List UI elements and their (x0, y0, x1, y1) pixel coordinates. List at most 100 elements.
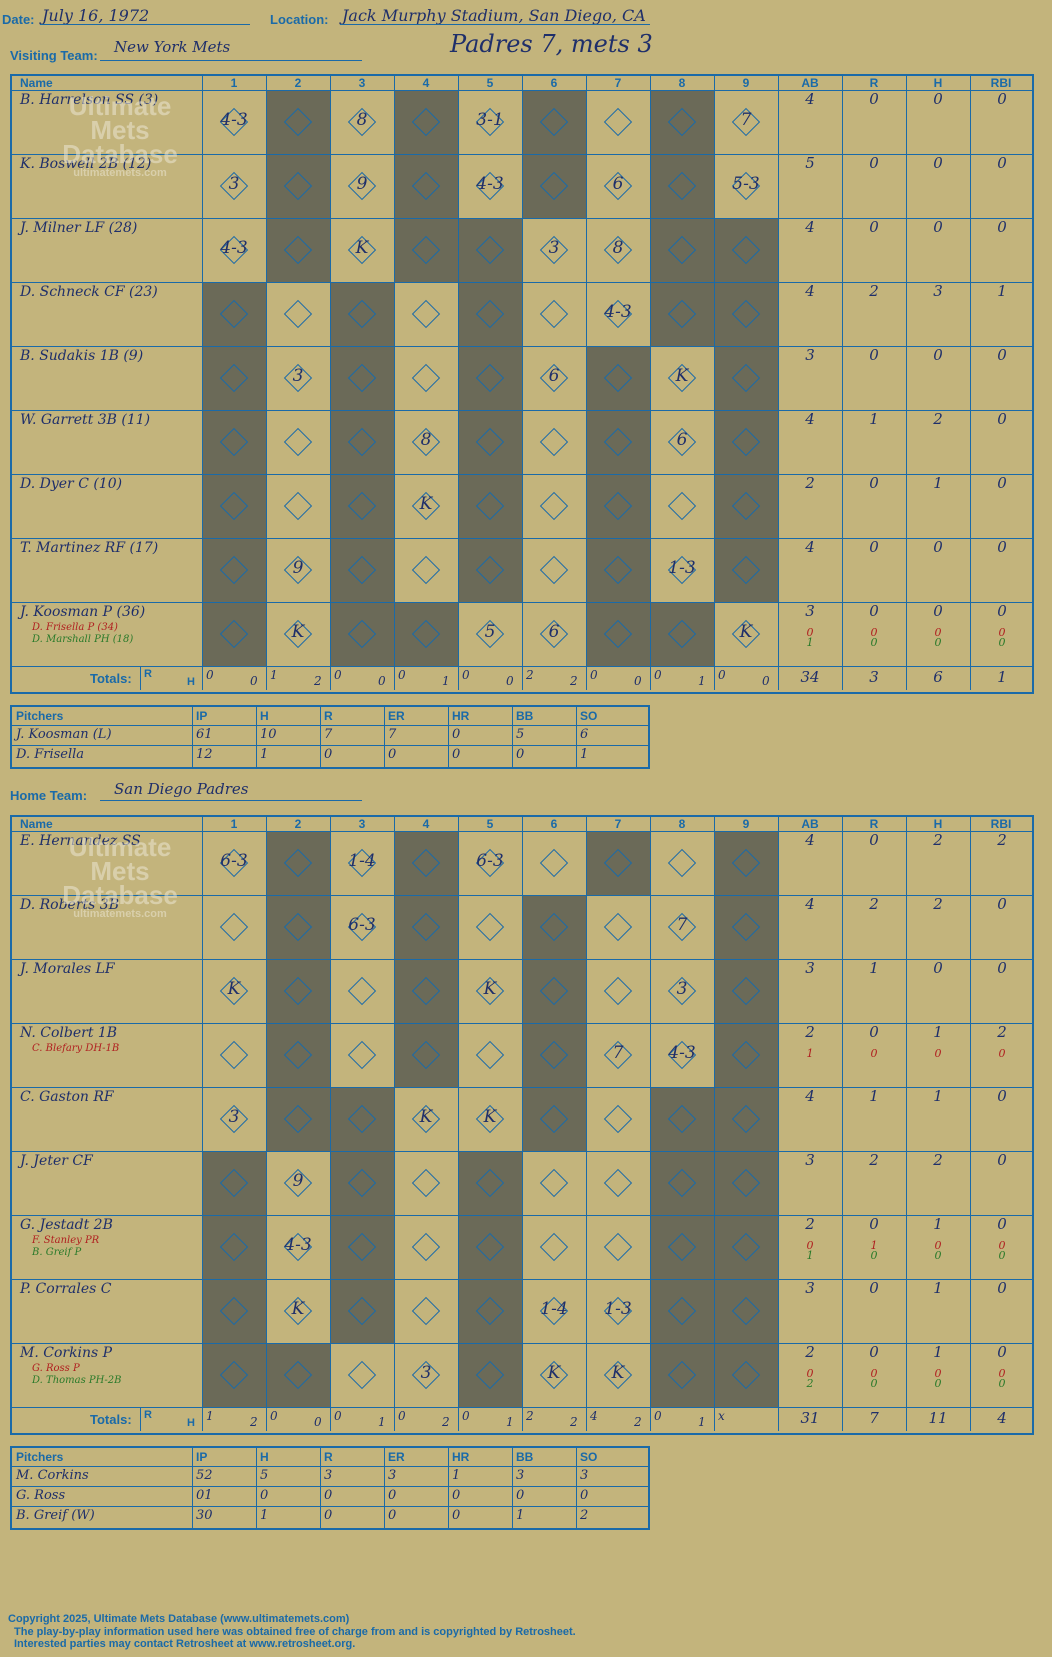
inning-hits: 0 (250, 674, 258, 688)
base-diamond (347, 1360, 377, 1390)
stat-rbi: 0 (997, 602, 1007, 620)
stat-ab: 3 (805, 959, 815, 977)
stat-r: 1 (869, 959, 879, 977)
stat-rbi: 0 (997, 1087, 1007, 1105)
substitute-name: G. Ross P (32, 1363, 80, 1374)
stat-h: 1 (933, 1279, 943, 1297)
inning-hits: 2 (570, 1415, 578, 1429)
stat-rbi: 0 (997, 1279, 1007, 1297)
date-label: Date: (2, 12, 35, 27)
stat-r: 0 (869, 1215, 879, 1233)
column-header-ab: AB (801, 817, 819, 831)
stat-ab: 2 (806, 1377, 814, 1390)
pitching-stat: 3 (516, 1468, 525, 1483)
pitching-stat: 5 (260, 1468, 269, 1483)
base-diamond (539, 1232, 569, 1262)
pitching-header: SO (580, 1450, 598, 1464)
pitching-stat: 01 (196, 1488, 213, 1503)
base-diamond (219, 1040, 249, 1070)
inning-hits: 1 (698, 674, 706, 688)
hits-label: H (187, 1417, 195, 1429)
play-notation: 3 (676, 979, 688, 999)
play-notation: 7 (740, 110, 752, 130)
stat-ab: 4 (805, 895, 815, 913)
total-ab: 34 (800, 668, 820, 686)
home-team-label: Home Team: (10, 788, 88, 803)
location-value: Jack Murphy Stadium, San Diego, CA (342, 6, 646, 25)
stat-rbi: 0 (998, 1377, 1006, 1390)
stat-ab: 0 (806, 1239, 814, 1252)
column-header-3: 3 (358, 76, 366, 90)
pitching-header: IP (196, 1450, 208, 1464)
pitching-stat: 6 (580, 727, 589, 742)
stat-rbi: 0 (998, 1249, 1006, 1262)
base-diamond (475, 1040, 505, 1070)
player-name: B. Harrelson SS (3) (20, 92, 159, 108)
stat-rbi: 0 (997, 410, 1007, 428)
inning-runs: x (718, 1409, 725, 1423)
base-diamond (667, 848, 697, 878)
stat-rbi: 0 (997, 959, 1007, 977)
pitching-stat: 0 (324, 747, 333, 762)
inning-runs: 1 (206, 1409, 214, 1423)
base-diamond (539, 1168, 569, 1198)
stat-rbi: 2 (997, 831, 1007, 849)
base-diamond (347, 976, 377, 1006)
inning-hits: 1 (698, 1415, 706, 1429)
stat-r: 0 (870, 1377, 878, 1390)
inning-runs: 0 (654, 668, 662, 682)
column-header-6: 6 (550, 817, 558, 831)
retrosheet-note: The play-by-play information used here w… (14, 1626, 576, 1638)
pitching-stat: 0 (388, 747, 397, 762)
player-name: D. Dyer C (10) (20, 476, 123, 492)
stat-ab: 4 (805, 831, 815, 849)
stat-h: 0 (934, 626, 942, 639)
pitcher-name: J. Koosman (L) (16, 727, 112, 742)
play-notation: 4-3 (476, 174, 504, 194)
play-notation: 3 (548, 238, 560, 258)
inning-hits: 1 (442, 674, 450, 688)
play-notation: 3-1 (476, 110, 504, 130)
stat-h: 0 (933, 346, 943, 364)
play-notation: 9 (292, 558, 304, 578)
watermark-url: ultimatemets.com (73, 167, 167, 179)
pitcher-name: G. Ross (16, 1488, 66, 1503)
base-diamond (475, 912, 505, 942)
column-header-5: 5 (486, 817, 494, 831)
play-notation: K (291, 1299, 305, 1319)
stat-h: 0 (934, 1239, 942, 1252)
play-notation: 7 (612, 1043, 624, 1063)
inning-runs: 1 (270, 668, 278, 682)
visitors-pitching-table: Pitchers IP H R ER HR BB SO J. Koosman (L) 61 10 7 7… (10, 705, 650, 769)
base-diamond (411, 1296, 441, 1326)
stat-r: 0 (870, 1249, 878, 1262)
hits-label: H (187, 676, 195, 688)
play-notation: 4-3 (668, 1043, 696, 1063)
column-header-rbi: RBI (990, 817, 1012, 831)
play-notation: 6-3 (220, 851, 248, 871)
stat-ab: 1 (806, 1047, 814, 1060)
totals-label: Totals: (90, 1412, 132, 1427)
stat-ab: 4 (805, 90, 815, 108)
pitcher-name: B. Greif (W) (16, 1508, 95, 1523)
inning-hits: 0 (378, 674, 386, 688)
base-diamond (667, 491, 697, 521)
base-diamond (603, 976, 633, 1006)
stat-r: 0 (870, 1047, 878, 1060)
column-header-r: R (869, 76, 879, 90)
watermark-logo: Ultimate Mets Database ultimatemets.com (50, 93, 190, 180)
player-name: E. Hernandez SS (20, 833, 141, 849)
stat-ab: 2 (805, 1343, 815, 1361)
pitching-stat: 3 (388, 1468, 397, 1483)
inning-runs: 0 (398, 668, 406, 682)
inning-hits: 0 (634, 674, 642, 688)
stat-ab: 1 (806, 1249, 814, 1262)
inning-hits: 2 (442, 1415, 450, 1429)
stat-r: 2 (869, 895, 879, 913)
play-notation: 5 (484, 622, 496, 642)
column-header-5: 5 (486, 76, 494, 90)
play-notation: K (611, 1363, 625, 1383)
pitching-stat: 0 (260, 1488, 269, 1503)
base-diamond (219, 912, 249, 942)
total-rbi: 4 (997, 1409, 1007, 1427)
